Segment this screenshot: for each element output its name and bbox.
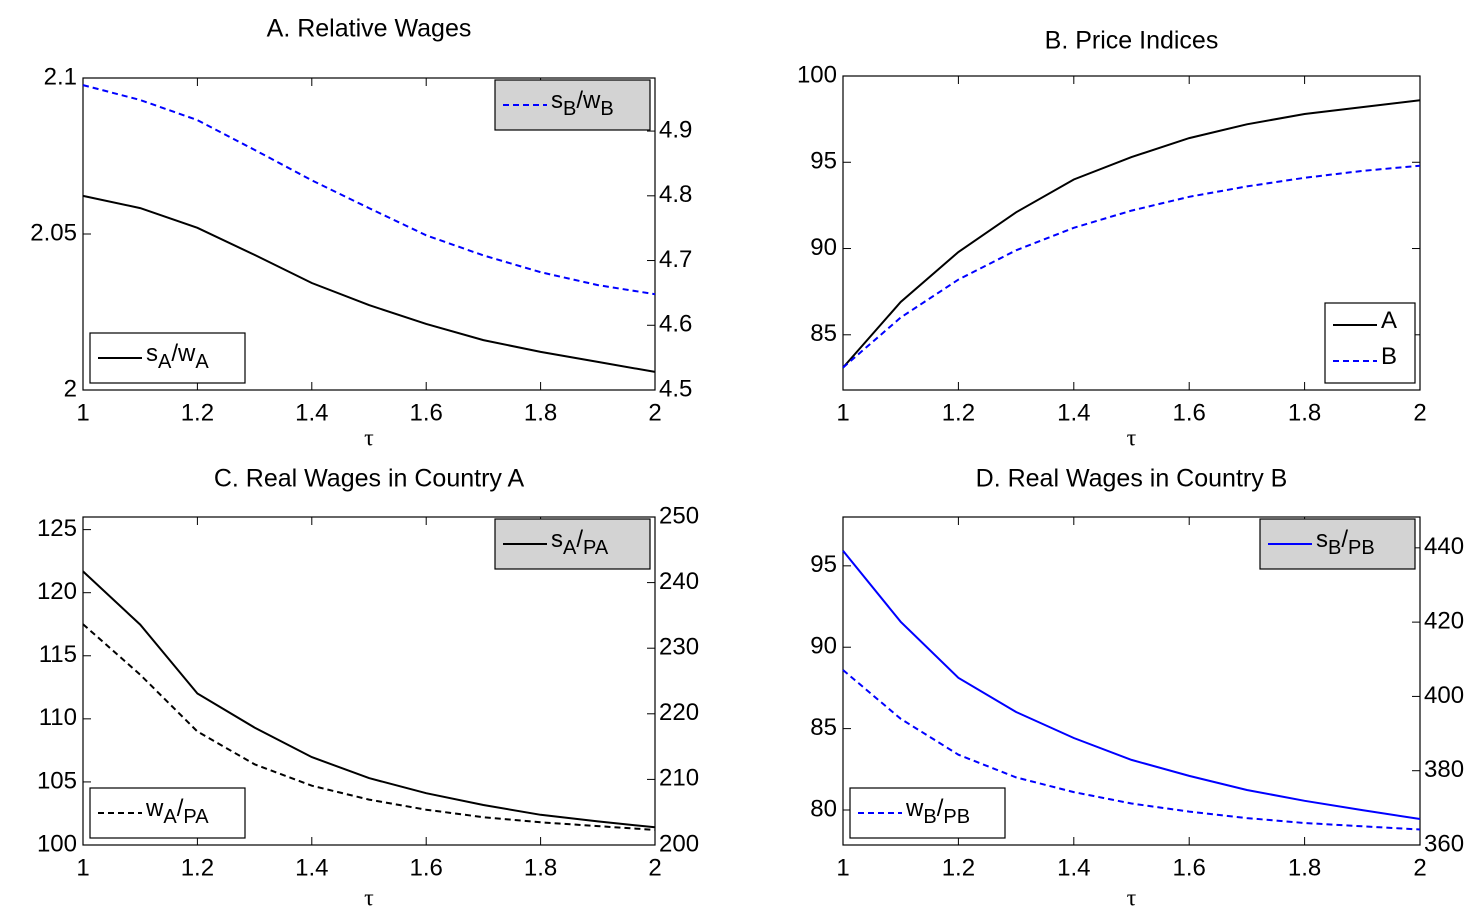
x-axis-label: τ — [1127, 426, 1137, 452]
y2-tick-label: 4.9 — [659, 116, 692, 143]
y-tick-label: 115 — [39, 641, 77, 668]
legend-box — [494, 79, 651, 131]
y2-tick-label: 380 — [1424, 756, 1464, 783]
legend: wB/PB — [849, 787, 1006, 839]
chart-title: D. Real Wages in Country B — [976, 465, 1288, 493]
legend-box — [849, 787, 1006, 839]
y-tick-label: 105 — [37, 767, 77, 794]
x-tick-label: 2 — [1413, 854, 1426, 881]
y-tick-label: 110 — [39, 704, 77, 731]
y-tick-label: 100 — [37, 830, 77, 857]
legend: sB/wB — [494, 79, 651, 131]
chart-title: A. Relative Wages — [267, 15, 472, 43]
x-tick-label: 1.2 — [181, 854, 214, 881]
y-tick-label: 2.1 — [44, 63, 77, 90]
legend-box — [1324, 302, 1416, 384]
y2-tick-label: 4.8 — [659, 181, 692, 208]
legend: sA/wA — [89, 332, 246, 384]
y-tick-label: 125 — [37, 515, 77, 542]
x-tick-label: 1.2 — [942, 854, 975, 881]
chart-title: C. Real Wages in Country A — [214, 465, 525, 493]
y-tick-label: 85 — [810, 320, 837, 347]
y2-tick-label: 360 — [1424, 830, 1464, 857]
legend-label: A — [1381, 307, 1397, 334]
x-tick-label: 1.8 — [1288, 854, 1321, 881]
x-axis-label: τ — [364, 426, 374, 452]
legend: wA/PA — [89, 787, 246, 839]
x-tick-label: 1.2 — [181, 399, 214, 426]
x-tick-label: 1.6 — [410, 399, 443, 426]
x-tick-label: 2 — [648, 854, 661, 881]
line-series — [82, 570, 656, 829]
legend-label: B — [1381, 343, 1397, 370]
y-tick-label: 80 — [810, 795, 837, 822]
y2-tick-label: 230 — [659, 634, 699, 661]
x-axis-label: τ — [1127, 886, 1137, 912]
x-tick-label: 1.6 — [1173, 854, 1206, 881]
y-tick-label: 2.05 — [30, 219, 77, 246]
x-tick-label: 1 — [76, 854, 89, 881]
y2-tick-label: 420 — [1424, 607, 1464, 634]
x-tick-label: 1.2 — [942, 399, 975, 426]
y-tick-label: 2 — [64, 375, 77, 402]
legend-label: sA/wA — [146, 340, 209, 373]
x-tick-label: 1.4 — [295, 399, 328, 426]
line-series — [82, 84, 656, 296]
line-series — [82, 623, 656, 831]
x-tick-label: 1.4 — [1057, 399, 1090, 426]
legend-label: wA/PA — [145, 795, 209, 828]
chart-title: B. Price Indices — [1045, 27, 1219, 55]
legend-label: sA/PA — [551, 526, 609, 559]
legend-box — [89, 787, 246, 839]
legend-label: sB/wB — [551, 87, 614, 120]
y-tick-label: 85 — [810, 714, 837, 741]
y-tick-label: 100 — [797, 61, 837, 88]
x-tick-label: 1.8 — [524, 854, 557, 881]
x-tick-label: 2 — [1413, 399, 1426, 426]
y2-tick-label: 4.5 — [659, 375, 692, 402]
x-tick-label: 2 — [648, 399, 661, 426]
x-tick-label: 1.8 — [524, 399, 557, 426]
legend: sA/PA — [494, 518, 651, 570]
x-tick-label: 1.6 — [1173, 399, 1206, 426]
legend-label: sB/PB — [1316, 526, 1375, 559]
y2-tick-label: 250 — [659, 502, 699, 529]
line-series — [842, 550, 1421, 820]
legend: sB/PB — [1259, 518, 1416, 570]
x-tick-label: 1.8 — [1288, 399, 1321, 426]
y2-tick-label: 220 — [659, 699, 699, 726]
y2-tick-label: 440 — [1424, 533, 1464, 560]
y2-tick-label: 200 — [659, 830, 699, 857]
x-tick-label: 1.6 — [410, 854, 443, 881]
y2-tick-label: 4.7 — [659, 246, 692, 273]
y-tick-label: 90 — [810, 234, 837, 261]
y2-tick-label: 210 — [659, 765, 699, 792]
line-series — [842, 164, 1421, 369]
x-tick-label: 1.4 — [1057, 854, 1090, 881]
y2-tick-label: 240 — [659, 568, 699, 595]
line-series — [82, 194, 656, 373]
x-tick-label: 1.4 — [295, 854, 328, 881]
line-series — [842, 99, 1421, 369]
y-tick-label: 95 — [810, 551, 837, 578]
x-axis-label: τ — [364, 886, 374, 912]
x-tick-label: 1 — [76, 399, 89, 426]
x-tick-label: 1 — [836, 854, 849, 881]
plot-area — [842, 75, 1421, 391]
line-series — [842, 669, 1421, 831]
legend: AB — [1324, 302, 1416, 384]
y-tick-label: 120 — [37, 578, 77, 605]
x-tick-label: 1 — [836, 399, 849, 426]
y2-tick-label: 4.6 — [659, 311, 692, 338]
y-tick-label: 90 — [810, 633, 837, 660]
y-tick-label: 95 — [810, 148, 837, 175]
y2-tick-label: 400 — [1424, 682, 1464, 709]
legend-label: wB/PB — [905, 795, 970, 828]
